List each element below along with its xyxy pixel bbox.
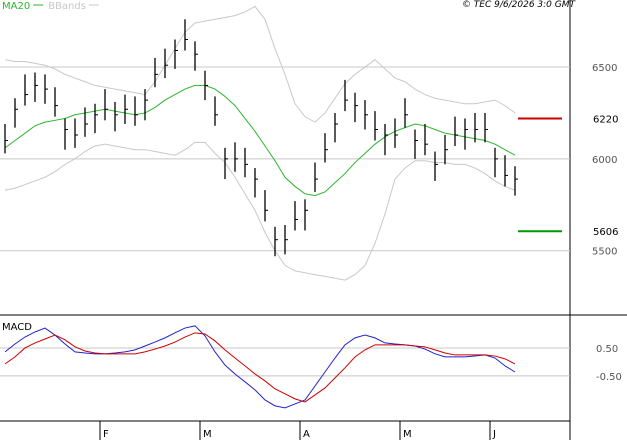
- y-tick-label: 6000: [592, 155, 617, 166]
- y-tick-label: -0.50: [596, 372, 622, 383]
- macd-title: MACD: [2, 322, 32, 333]
- y-tick-label: 0.50: [596, 344, 618, 355]
- legend-label: BBands: [48, 1, 86, 12]
- x-tick-label: M: [203, 429, 212, 440]
- timestamp: © TEC 9/6/2026 3:0 GMT: [462, 0, 577, 10]
- band-upper: [4, 5, 516, 123]
- x-tick-label: M: [403, 429, 412, 440]
- band-lower: [4, 141, 516, 281]
- y-tick-label: 5500: [592, 247, 617, 258]
- level-label: 6220: [593, 114, 618, 125]
- ma-line: [4, 84, 516, 197]
- x-tick-label: F: [103, 429, 109, 440]
- y-tick-label: 6500: [592, 63, 617, 74]
- macd-line: [4, 332, 516, 403]
- legend-label: MA20: [2, 1, 30, 12]
- x-tick-label: A: [303, 429, 310, 440]
- macd-line: [4, 325, 516, 409]
- x-tick-label: J: [492, 429, 496, 440]
- level-label: 5606: [593, 227, 618, 238]
